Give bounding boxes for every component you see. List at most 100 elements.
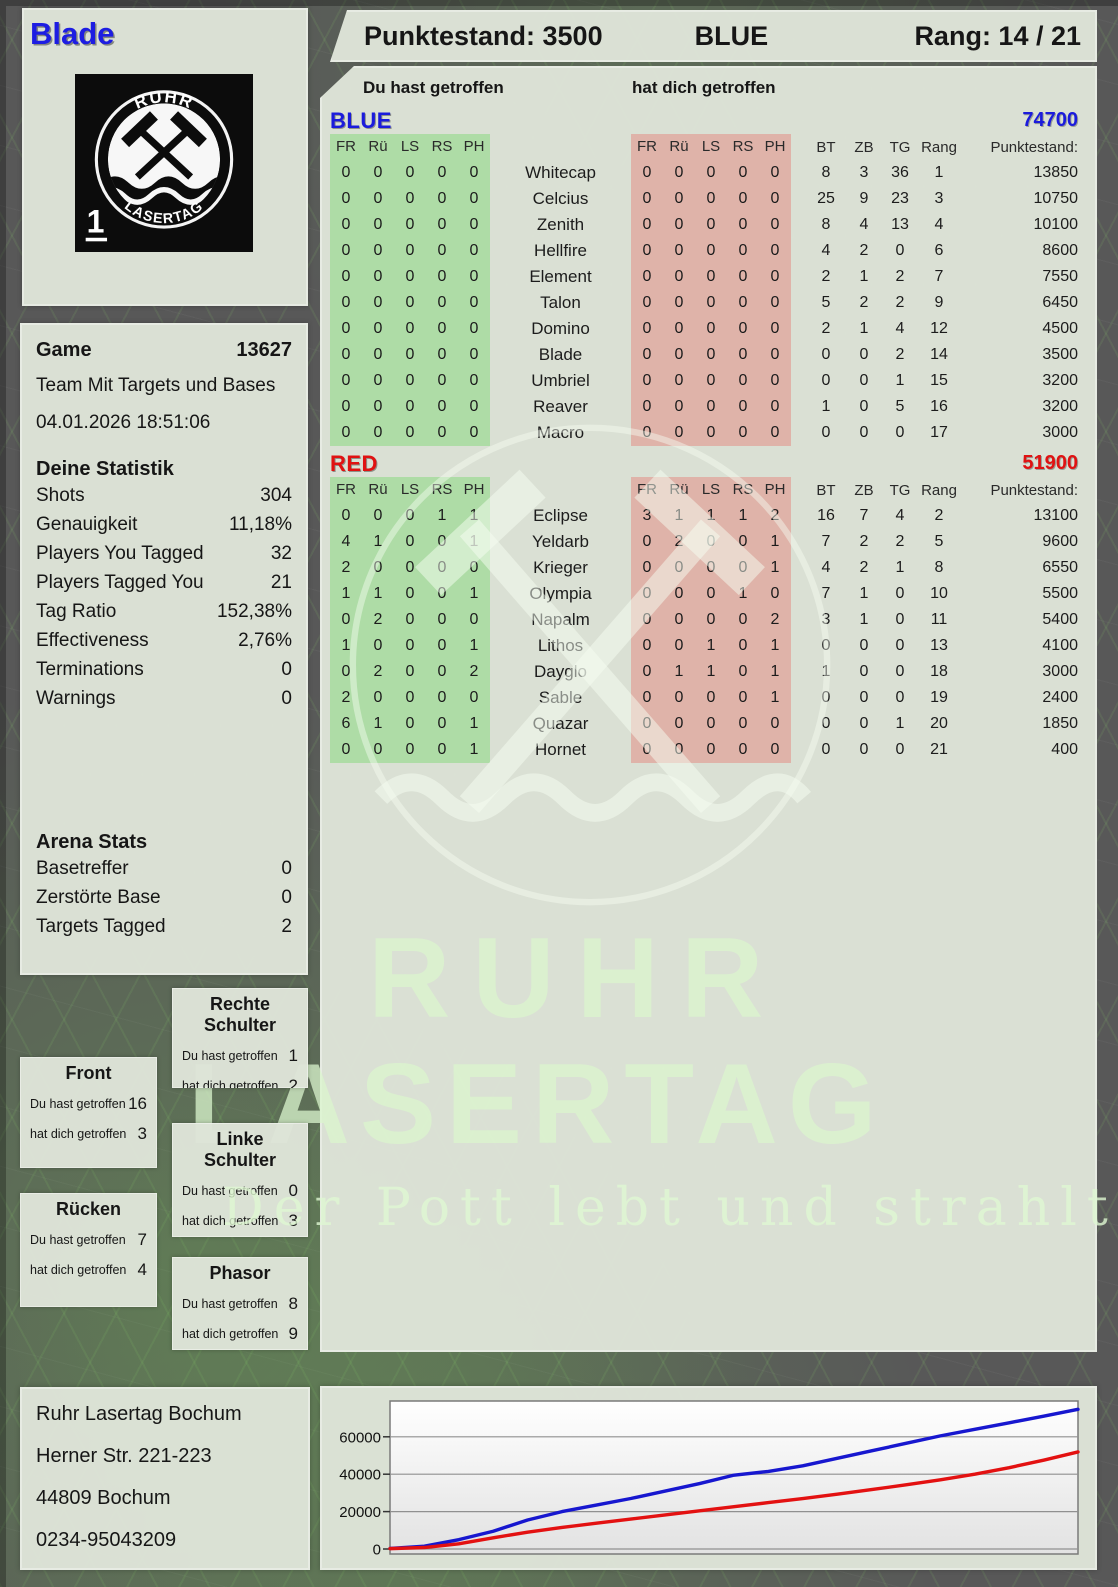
hitbox-given-label: Du hast getroffen: [182, 1184, 278, 1198]
hits-taken-cell: 0: [631, 581, 663, 607]
hits-given-cell: 1: [458, 711, 490, 737]
y-axis-tick-label: 20000: [339, 1504, 381, 1521]
hits-given-cell: 0: [330, 290, 362, 316]
hits-given-cell: 0: [362, 503, 394, 529]
score-line-blue: [388, 1407, 1080, 1551]
hits-taken-cell: 0: [663, 238, 695, 264]
game-id: 13627: [236, 339, 292, 361]
stat-row: Players Tagged You 21: [36, 568, 292, 597]
your-stats-title: Deine Statistik: [36, 458, 174, 480]
hits-taken-cell: 0: [631, 316, 663, 342]
hitbox-title: Rücken: [55, 1199, 122, 1219]
hitbox-given-value: 1: [288, 1046, 298, 1065]
hits-given-cell: 1: [426, 503, 458, 529]
rang-cell: 6: [934, 242, 944, 259]
hits-given-cell: 0: [394, 342, 426, 368]
punktestand-cell: 2400: [1042, 689, 1078, 706]
hits-given-cell: 0: [426, 420, 458, 446]
hits-taken-cell: 0: [663, 186, 695, 212]
hits-given-cell: 0: [458, 607, 490, 633]
player-row: 1 1 0 0 1 Olympia 0 0 0 1 0 7 1 0 10 5500: [330, 581, 1078, 607]
hits-taken-cell: 0: [759, 420, 791, 446]
hits-given-cell: 2: [330, 685, 362, 711]
hits-given-cell: 0: [458, 186, 490, 212]
rang-cell: 11: [930, 611, 948, 628]
hits-taken-cell: 1: [759, 685, 791, 711]
game-label: Game: [36, 339, 92, 361]
bt-cell: 4: [821, 242, 831, 259]
tg-cell: 36: [891, 164, 909, 181]
hits-taken-cell: 0: [695, 737, 727, 763]
hits-given-cell: 0: [330, 394, 362, 420]
zb-cell: 2: [859, 559, 869, 576]
player-name-cell: Dayglo: [534, 662, 587, 681]
zb-cell: 9: [859, 190, 869, 207]
zb-cell: 1: [859, 585, 869, 602]
hitbox-given-label: Du hast getroffen: [182, 1049, 278, 1063]
player-name-cell: Domino: [531, 319, 590, 338]
hits-given-cell: 6: [330, 711, 362, 737]
punktestand-cell: 13100: [1033, 507, 1079, 524]
team-section-red: RED 51900 FR Rü LS RS PH FR Rü LS RS PH BT ZB TG Rang Pu…: [330, 450, 1078, 763]
hitbox-taken-value: 3: [137, 1124, 147, 1143]
tg-cell: 1: [895, 559, 905, 576]
hits-given-cell: 0: [394, 316, 426, 342]
zb-cell: 0: [859, 715, 869, 732]
player-name-cell: Macro: [536, 423, 585, 442]
hits-given-cell: 0: [458, 316, 490, 342]
col-header-given: PH: [458, 477, 490, 503]
hits-given-cell: 0: [426, 711, 458, 737]
hits-taken-cell: 0: [631, 607, 663, 633]
venue-name: Ruhr Lasertag Bochum: [36, 1403, 242, 1425]
hits-given-cell: 0: [330, 368, 362, 394]
player-row: 0 0 0 1 1 Eclipse 3 1 1 1 2 16 7 4 2 13100: [330, 503, 1078, 529]
player-name-cell: Umbriel: [531, 371, 590, 390]
hits-taken-cell: 0: [727, 186, 759, 212]
tg-cell: 23: [891, 190, 909, 207]
column-captions: Du hast getroffen hat dich getroffen: [330, 78, 1078, 107]
hits-taken-cell: 0: [727, 737, 759, 763]
hits-taken-cell: 1: [759, 659, 791, 685]
tg-cell: 4: [895, 320, 905, 337]
player-name-cell: Talon: [540, 293, 581, 312]
zb-cell: 0: [859, 663, 869, 680]
col-header-given: Rü: [362, 134, 394, 160]
player-name-cell: Sable: [538, 688, 583, 707]
rang-cell: 19: [930, 689, 948, 706]
player-name-cell: Napalm: [531, 610, 590, 629]
team-name: BLUE: [330, 107, 392, 133]
hits-given-cell: 0: [458, 342, 490, 368]
hits-taken-cell: 0: [631, 368, 663, 394]
hits-taken-cell: 0: [759, 711, 791, 737]
hits-given-cell: 2: [362, 607, 394, 633]
hits-taken-cell: 0: [631, 290, 663, 316]
rang-cell: 20: [930, 715, 948, 732]
punktestand-cell: 3000: [1042, 424, 1078, 441]
game-mode: Team Mit Targets und Bases: [36, 375, 276, 396]
score-line-red: [388, 1450, 1080, 1551]
hits-taken-cell: 0: [663, 555, 695, 581]
col-header-given: FR: [330, 477, 362, 503]
hits-taken-cell: 1: [759, 555, 791, 581]
hits-given-cell: 1: [458, 503, 490, 529]
hits-taken-cell: 0: [631, 529, 663, 555]
hits-taken-cell: 0: [663, 316, 695, 342]
hits-given-cell: 0: [330, 607, 362, 633]
hits-given-cell: 0: [458, 368, 490, 394]
zb-cell: 7: [859, 507, 869, 524]
hits-given-cell: 0: [394, 238, 426, 264]
player-row: 0 0 0 0 0 Element 0 0 0 0 0 2 1 2 7 7550: [330, 264, 1078, 290]
col-header-taken: FR: [631, 134, 663, 160]
hits-taken-cell: 0: [631, 160, 663, 186]
hits-taken-cell: 2: [759, 607, 791, 633]
hits-given-cell: 2: [362, 659, 394, 685]
hits-taken-cell: 0: [663, 368, 695, 394]
rang-cell: 14: [930, 346, 948, 363]
hits-taken-cell: 0: [695, 160, 727, 186]
hits-taken-cell: 0: [631, 212, 663, 238]
game-heading: Game 13627: [36, 339, 292, 362]
hits-taken-cell: 1: [759, 529, 791, 555]
col-header-taken: LS: [695, 477, 727, 503]
table-header-row: FR Rü LS RS PH FR Rü LS RS PH BT ZB TG Rang Punktestan…: [330, 477, 1078, 503]
